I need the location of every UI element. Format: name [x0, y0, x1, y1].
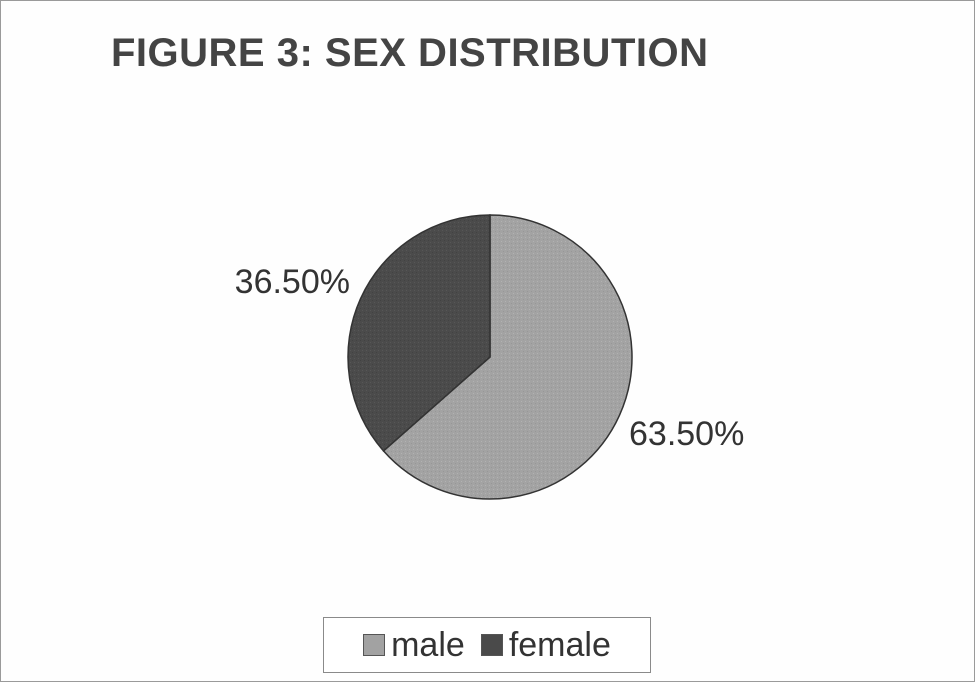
pie-slice-male — [382, 214, 633, 500]
chart-title: FIGURE 3: SEX DISTRIBUTION — [111, 31, 709, 75]
data-label-female: 36.50% — [235, 263, 350, 301]
legend-label-female: female — [508, 626, 611, 664]
data-label-male: 63.50% — [629, 415, 744, 453]
legend-swatch-female — [480, 634, 503, 656]
legend-swatch-male — [363, 634, 386, 656]
legend-entry-female: female — [480, 626, 611, 664]
pie-slice-female — [347, 214, 491, 452]
legend-label-male: male — [391, 626, 465, 664]
chart-legend: male female — [323, 617, 651, 673]
legend-entry-male: male — [363, 628, 465, 662]
